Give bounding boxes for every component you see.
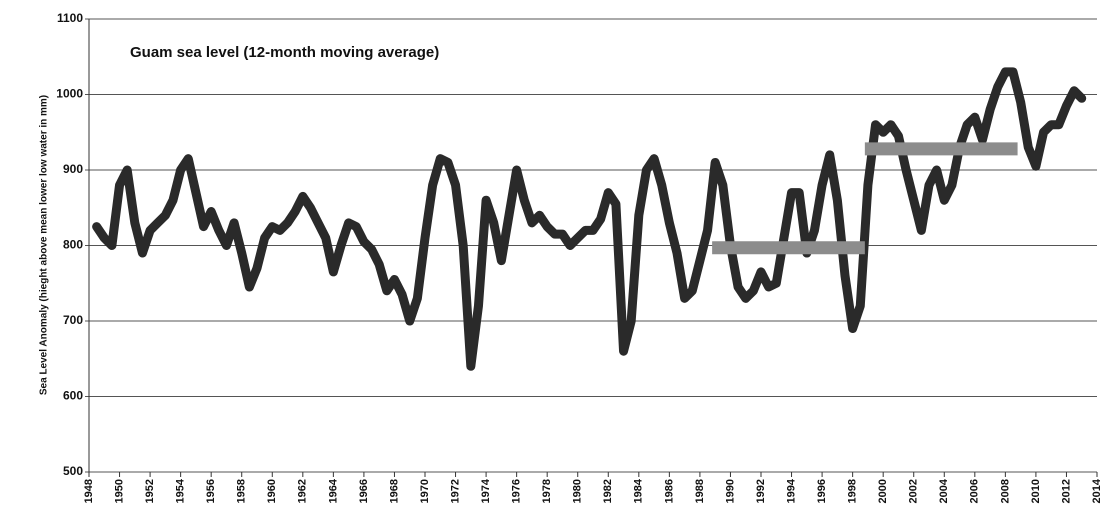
x-tick-label: 1984 — [633, 478, 645, 503]
y-tick-label: 500 — [63, 464, 83, 478]
x-tick-label: 1978 — [541, 479, 553, 503]
y-tick-label: 800 — [63, 238, 83, 252]
y-tick-label: 900 — [63, 162, 83, 176]
x-tick-label: 1990 — [724, 479, 736, 503]
x-tick-label: 1948 — [83, 479, 95, 503]
x-tick-label: 1974 — [480, 478, 492, 503]
chart-title: Guam sea level (12-month moving average) — [130, 44, 439, 61]
x-tick-label: 1994 — [785, 478, 797, 503]
x-tick-label: 1964 — [327, 478, 339, 503]
x-tick-label: 2002 — [908, 479, 920, 503]
x-tick-label: 1980 — [572, 479, 584, 503]
x-tick-label: 1952 — [144, 479, 156, 503]
data-line — [92, 67, 1087, 371]
x-tick-label: 1996 — [816, 479, 828, 503]
x-tick-label: 1972 — [449, 479, 461, 503]
x-tick-label: 2014 — [1091, 478, 1101, 503]
x-tick-label: 2000 — [877, 479, 889, 503]
y-tick-label: 700 — [63, 313, 83, 327]
x-tick-label: 1954 — [175, 478, 187, 503]
x-tick-label: 1982 — [602, 479, 614, 503]
x-tick-label: 1956 — [205, 479, 217, 503]
y-tick-label: 1000 — [56, 87, 83, 101]
x-tick-label: 1976 — [511, 479, 523, 503]
y-tick-label: 600 — [63, 389, 83, 403]
x-tick-label: 2006 — [969, 479, 981, 503]
x-tick-label: 1966 — [358, 479, 370, 503]
x-tick-label: 2004 — [938, 478, 950, 503]
x-tick-label: 2008 — [999, 479, 1011, 503]
x-tick-label: 1992 — [755, 479, 767, 503]
x-tick-label: 1960 — [266, 479, 278, 503]
x-tick-label: 1962 — [297, 479, 309, 503]
x-tick-label: 1968 — [388, 479, 400, 503]
x-tick-label: 1950 — [113, 479, 125, 503]
y-tick-label: 1100 — [57, 11, 83, 25]
x-tick-label: 2012 — [1060, 479, 1072, 503]
x-tick-label: 1986 — [663, 479, 675, 503]
y-axis-label: Sea Level Anomaly (hieght above mean low… — [39, 95, 50, 395]
x-tick-label: 1988 — [694, 479, 706, 503]
x-tick-label: 1958 — [236, 479, 248, 503]
x-tick-label: 1970 — [419, 479, 431, 503]
x-tick-label: 2010 — [1030, 479, 1042, 503]
x-tick-label: 1998 — [847, 479, 859, 503]
